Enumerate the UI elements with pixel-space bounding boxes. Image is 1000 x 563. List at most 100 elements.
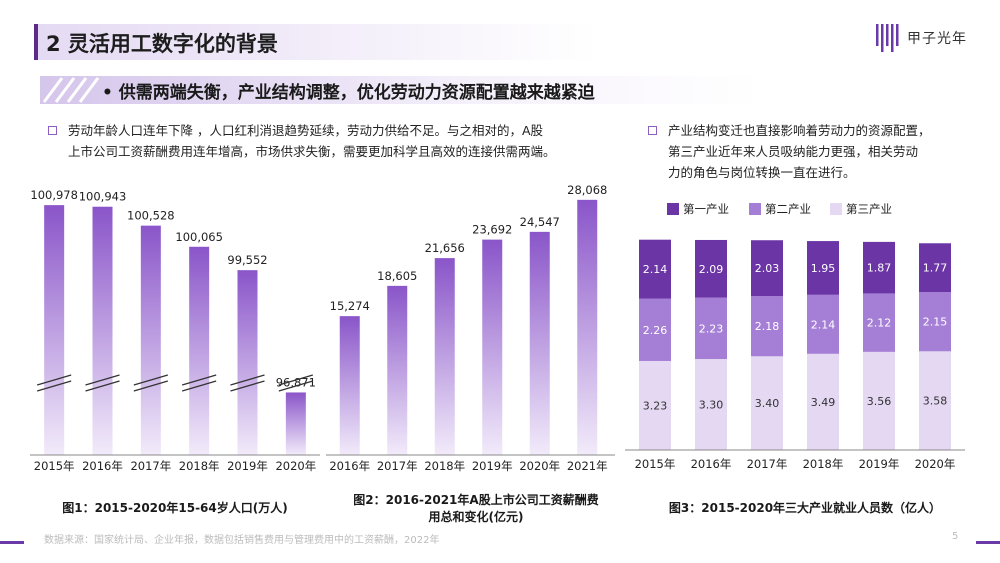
- stacked-bar-segment: [919, 243, 951, 293]
- segment-value-label: 1.77: [923, 262, 948, 275]
- x-tick-label: 2019年: [859, 457, 900, 471]
- stacked-bar-segment: [751, 356, 783, 450]
- segment-value-label: 2.26: [643, 324, 668, 337]
- bar: [434, 258, 455, 455]
- stacked-bar-segment: [863, 241, 895, 294]
- bar-value-label: 99,552: [227, 253, 267, 267]
- axis-break-mark: [36, 374, 72, 386]
- x-tick-label: 2020年: [275, 459, 316, 473]
- stacked-bar-segment: [919, 292, 951, 352]
- stacked-bar-segment: [751, 240, 783, 297]
- x-tick-label: 2015年: [635, 457, 676, 471]
- bar-value-label: 18,605: [377, 269, 417, 283]
- x-tick-label: 2020年: [519, 459, 560, 473]
- stacked-bar-segment: [639, 298, 671, 361]
- title-accent-bar: [34, 24, 38, 60]
- page-title: 2 灵活用工数字化的背景: [46, 32, 278, 56]
- legend-swatch: [830, 203, 842, 215]
- segment-value-label: 2.23: [699, 322, 724, 335]
- axis-break-mark: [85, 374, 120, 386]
- x-tick-label: 2018年: [424, 459, 465, 473]
- data-source-note: 数据来源：国家统计局、企业年报，数据包括销售费用与管理费用中的工资薪酬，2022…: [44, 535, 440, 546]
- bar: [44, 205, 65, 455]
- bar-value-label: 23,692: [472, 223, 512, 237]
- x-tick-label: 2020年: [915, 457, 956, 471]
- segment-value-label: 1.87: [867, 262, 892, 275]
- legend-label: 第一产业: [683, 202, 729, 216]
- axis-break-mark: [133, 380, 169, 392]
- bar: [529, 231, 550, 455]
- stacked-bar-segment: [807, 241, 839, 295]
- chart3-caption: 图3：2015-2020年三大产业就业人员数（亿人）: [668, 501, 942, 515]
- headline-background: [40, 76, 760, 104]
- axis-break-mark: [36, 380, 72, 392]
- left-paragraph-marker-icon: [48, 126, 57, 135]
- left-paragraph-line-1: 劳动年龄人口连年下降 ，人口红利消退趋势延续，劳动力供给不足。与之相对的，A股: [68, 123, 544, 138]
- axis-break-mark: [133, 374, 169, 386]
- legend-swatch: [749, 203, 761, 215]
- segment-value-label: 2.14: [643, 263, 668, 276]
- stacked-bar-segment: [695, 239, 727, 298]
- bar: [92, 206, 113, 455]
- logo-mark-icon: [876, 24, 899, 52]
- bar: [482, 239, 503, 455]
- bar-value-label: 100,065: [175, 230, 223, 244]
- bar: [189, 246, 210, 455]
- chart2-caption-line-2: 用总和变化(亿元): [428, 510, 524, 524]
- segment-value-label: 3.58: [923, 395, 948, 408]
- bar: [285, 392, 306, 455]
- bar-value-label: 15,274: [330, 299, 370, 313]
- axis-break-mark: [181, 374, 217, 386]
- x-tick-label: 2016年: [82, 459, 123, 473]
- stacked-bar-segment: [807, 294, 839, 354]
- chart1-caption: 图1：2015-2020年15-64岁人口(万人): [62, 501, 288, 515]
- bar: [577, 199, 598, 455]
- right-paragraph-line-2: 第三产业近年来人员吸纳能力更强，相关劳动: [668, 144, 919, 159]
- left-paragraph-line-2: 上市公司工资薪酬费用连年增高，市场供求失衡，需要更加科学且高效的连接供需两端。: [68, 144, 556, 159]
- x-tick-label: 2018年: [179, 459, 220, 473]
- salary-expense-chart: 15,274 2016年 18,605 2017年 21,656 2018年 23,692 2…: [326, 183, 615, 473]
- x-tick-label: 2017年: [377, 459, 418, 473]
- headline-band: • 供需两端失衡，产业结构调整，优化劳动力资源配置越来越紧迫: [40, 76, 760, 104]
- segment-value-label: 2.14: [811, 318, 836, 331]
- x-tick-label: 2016年: [329, 459, 370, 473]
- axis-break-mark: [278, 380, 314, 392]
- segment-value-label: 1.95: [811, 262, 836, 275]
- page-number: 5: [952, 531, 959, 542]
- bar: [140, 225, 161, 455]
- axis-break-mark: [85, 380, 120, 392]
- bar-value-label: 28,068: [567, 183, 607, 197]
- stacked-bar-segment: [639, 360, 671, 450]
- x-tick-label: 2019年: [472, 459, 513, 473]
- stacked-bar-segment: [919, 351, 951, 450]
- left-paragraph: 劳动年龄人口连年下降 ，人口红利消退趋势延续，劳动力供给不足。与之相对的，A股 …: [68, 120, 628, 162]
- axis-break-mark: [181, 380, 217, 392]
- chart2-caption: 图2：2016-2021年A股上市公司工资薪酬费 用总和变化(亿元): [326, 492, 626, 526]
- legend-swatch: [667, 203, 679, 215]
- employment-by-industry-chart: 3.23 2.26 2.14 2015年 3.30 2.23 2.09 2016年 3.40 2.…: [625, 202, 965, 471]
- bar-value-label: 100,978: [30, 188, 78, 202]
- legend-label: 第三产业: [846, 202, 892, 216]
- chart2-caption-line-1: 图2：2016-2021年A股上市公司工资薪酬费: [353, 493, 599, 507]
- bar: [339, 316, 360, 455]
- population-chart: 100,978 2015年 100,943 2016年 100,528 2017年 100,…: [30, 188, 320, 473]
- right-paragraph-marker-icon: [648, 126, 657, 135]
- bar: [387, 285, 408, 455]
- bar-value-label: 21,656: [425, 241, 465, 255]
- x-tick-label: 2021年: [567, 459, 608, 473]
- x-tick-label: 2018年: [803, 457, 844, 471]
- stacked-bar-segment: [863, 351, 895, 450]
- stacked-bar-segment: [639, 239, 671, 299]
- x-tick-label: 2016年: [691, 457, 732, 471]
- title-background: [38, 24, 598, 60]
- segment-value-label: 3.30: [699, 399, 724, 412]
- segment-value-label: 2.03: [755, 262, 780, 275]
- headline-text: • 供需两端失衡，产业结构调整，优化劳动力资源配置越来越紧迫: [102, 83, 595, 103]
- stacked-bar-segment: [751, 296, 783, 357]
- segment-value-label: 2.09: [699, 263, 724, 276]
- segment-value-label: 3.40: [755, 397, 780, 410]
- x-tick-label: 2017年: [130, 459, 171, 473]
- x-tick-label: 2019年: [227, 459, 268, 473]
- legend-label: 第二产业: [765, 202, 811, 216]
- title-bar: 2 灵活用工数字化的背景: [34, 24, 598, 60]
